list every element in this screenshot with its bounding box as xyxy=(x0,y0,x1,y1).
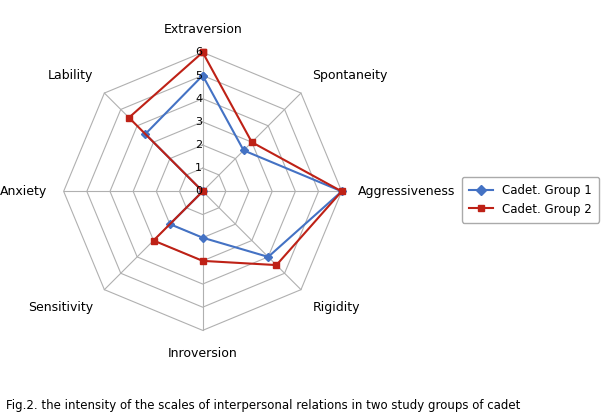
Cadet. Group 2 xyxy=(199,50,206,55)
Text: Inroversion: Inroversion xyxy=(168,347,238,359)
Cadet. Group 1 xyxy=(142,131,149,136)
Text: Extraversion: Extraversion xyxy=(163,23,242,36)
Text: 0: 0 xyxy=(195,186,202,196)
Text: 1: 1 xyxy=(195,163,202,173)
Line: Cadet. Group 1: Cadet. Group 1 xyxy=(143,73,344,260)
Text: Sensitivity: Sensitivity xyxy=(28,301,93,314)
Cadet. Group 2 xyxy=(199,258,206,263)
Cadet. Group 1 xyxy=(338,189,345,194)
Cadet. Group 2 xyxy=(273,262,280,267)
Text: Aggressiveness: Aggressiveness xyxy=(358,185,456,198)
Cadet. Group 2 xyxy=(125,115,132,120)
Cadet. Group 2 xyxy=(248,140,255,145)
Legend: Cadet. Group 1, Cadet. Group 2: Cadet. Group 1, Cadet. Group 2 xyxy=(462,177,599,223)
Text: 6: 6 xyxy=(195,47,202,57)
Text: Rigidity: Rigidity xyxy=(312,301,360,314)
Cadet. Group 1 xyxy=(166,222,174,227)
Cadet. Group 1 xyxy=(199,189,206,194)
Text: 2: 2 xyxy=(195,140,202,150)
Cadet. Group 1 xyxy=(240,148,247,153)
Cadet. Group 2 xyxy=(338,189,345,194)
Text: 5: 5 xyxy=(195,70,202,81)
Line: Cadet. Group 2: Cadet. Group 2 xyxy=(126,50,344,268)
Text: 4: 4 xyxy=(195,94,202,104)
Text: 3: 3 xyxy=(195,117,202,127)
Cadet. Group 1 xyxy=(199,73,206,78)
Text: Anxiety: Anxiety xyxy=(0,185,47,198)
Cadet. Group 1 xyxy=(264,255,272,260)
Text: Lability: Lability xyxy=(48,69,93,82)
Cadet. Group 2 xyxy=(150,238,157,243)
Cadet. Group 1 xyxy=(199,235,206,240)
Cadet. Group 2 xyxy=(199,50,206,55)
Cadet. Group 2 xyxy=(199,189,206,194)
Text: Spontaneity: Spontaneity xyxy=(312,69,388,82)
Text: Fig.2. the intensity of the scales of interpersonal relations in two study group: Fig.2. the intensity of the scales of in… xyxy=(6,399,520,412)
Cadet. Group 1 xyxy=(199,73,206,78)
